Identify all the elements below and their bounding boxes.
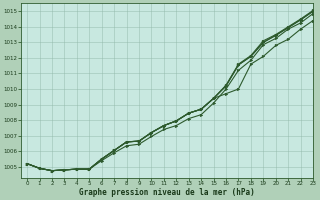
X-axis label: Graphe pression niveau de la mer (hPa): Graphe pression niveau de la mer (hPa): [79, 188, 255, 197]
